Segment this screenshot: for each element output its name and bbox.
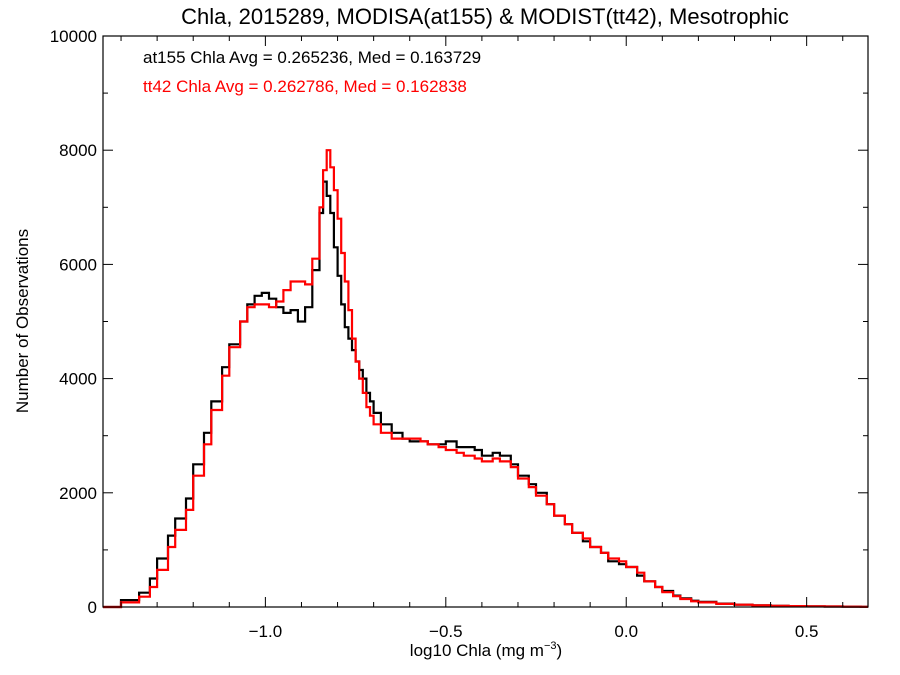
series-layer [103,149,868,609]
x-axis-label: log10 Chla (mg m−3) [410,640,562,660]
y-tick-label: 0 [88,598,97,617]
chart-title: Chla, 2015289, MODISA(at155) & MODIST(tt… [181,4,789,29]
x-tick-label: 0.0 [614,622,638,641]
x-axis-label-superscript: −3 [544,640,557,652]
annotation-at155: at155 Chla Avg = 0.265236, Med = 0.16372… [143,48,481,67]
x-tick-label: −0.5 [429,622,463,641]
x-tick-label: −1.0 [249,622,283,641]
y-tick-label: 2000 [59,484,97,503]
x-tick-label: 0.5 [795,622,819,641]
y-axis-label: Number of Observations [13,229,32,413]
y-tick-label: 4000 [59,370,97,389]
series-line-1 [103,149,868,609]
annotation-tt42: tt42 Chla Avg = 0.262786, Med = 0.162838 [143,77,467,96]
x-axis-label-close: ) [557,641,563,660]
x-axis-label-main: log10 Chla (mg m [410,641,544,660]
y-tick-label: 8000 [59,141,97,160]
y-tick-label: 6000 [59,255,97,274]
y-tick-label: 10000 [50,27,97,46]
ticks-layer: −1.0 −0.5 0.0 0.5 0 2000 4000 6000 8000 10000 [50,27,868,641]
